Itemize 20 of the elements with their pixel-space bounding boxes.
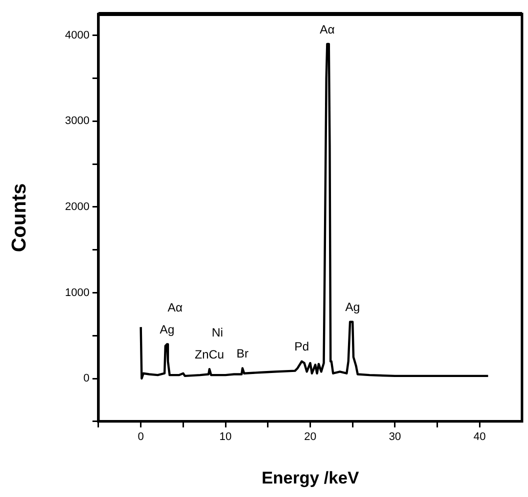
x-tick-label: 20 — [304, 431, 316, 444]
annotation: Ag — [345, 300, 360, 314]
annotation: Pd — [294, 340, 310, 354]
x-tick-label: 10 — [219, 431, 232, 444]
x-tick-label: 0 — [138, 431, 144, 444]
y-tick-label: 2000 — [64, 201, 90, 214]
annotation: Aα — [168, 300, 183, 315]
annotation: Br — [236, 346, 248, 361]
x-tick-label: 40 — [474, 431, 486, 444]
y-tick-label: 0 — [83, 372, 90, 385]
y-tick-label: 4000 — [64, 29, 90, 42]
y-tick-label: 3000 — [64, 115, 90, 128]
y-axis-title: Counts — [8, 183, 31, 252]
y-tick-label: 1000 — [64, 286, 90, 299]
x-axis-title: Energy /keV — [262, 468, 360, 488]
annotation: ZnCu — [194, 347, 224, 362]
x-tick-label: 30 — [388, 431, 402, 444]
annotation: Aα — [320, 22, 335, 36]
annotation: Ni — [212, 325, 224, 340]
annotation: Ag — [160, 322, 174, 337]
